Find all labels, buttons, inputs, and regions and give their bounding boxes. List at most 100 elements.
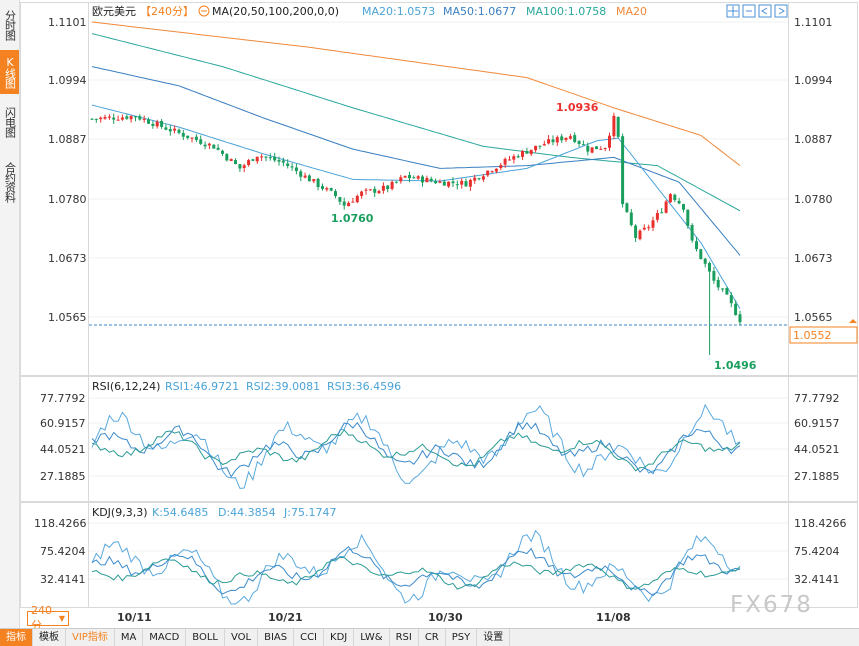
candle-body: [147, 119, 150, 124]
rsi-tick: 27.1885: [794, 470, 840, 483]
candle-body: [447, 181, 451, 187]
tab-kline-chart[interactable]: K线图: [0, 50, 19, 94]
candle-body: [429, 178, 433, 182]
tab-kdj[interactable]: KDJ: [324, 629, 355, 646]
kdj-d-value: D:44.3854: [218, 506, 276, 519]
kdj-lines: [91, 529, 741, 605]
shrink-icon[interactable]: [742, 4, 756, 18]
candle-body: [625, 203, 629, 213]
candle-body: [329, 188, 333, 191]
tab-indicators[interactable]: 指标: [0, 629, 33, 646]
candle-body: [360, 191, 364, 196]
candle-body: [355, 195, 359, 203]
tab-flash-chart[interactable]: 闪电图: [3, 107, 17, 137]
candle-body: [186, 135, 190, 138]
tab-cci[interactable]: CCI: [294, 629, 325, 646]
kdj-d-line: [91, 556, 741, 590]
candle-body: [338, 197, 342, 202]
candle-body: [190, 137, 194, 139]
kdj-axis-right: 118.4266 75.4204 32.4141: [794, 517, 847, 586]
tab-time-chart[interactable]: 分时图: [3, 10, 17, 40]
ma-toggle-icon[interactable]: [198, 5, 210, 17]
prev-icon[interactable]: [758, 4, 772, 18]
tab-ma[interactable]: MA: [115, 629, 144, 646]
ma200-line: [91, 21, 741, 166]
candle-body: [321, 186, 324, 189]
candle-body: [312, 179, 316, 182]
candle-body: [555, 137, 559, 143]
candle-body: [655, 213, 659, 220]
candle-body: [155, 121, 159, 127]
candle-body: [460, 180, 464, 185]
tab-rsi[interactable]: RSI: [390, 629, 419, 646]
tab-vol[interactable]: VOL: [225, 629, 259, 646]
candle-body: [103, 117, 107, 119]
rsi2-line: [91, 421, 741, 478]
candle-body: [682, 204, 685, 210]
candle-body: [721, 288, 725, 290]
price-tick: 1.1101: [48, 16, 87, 29]
x-axis: 10/11 10/21 10/30 11/08: [117, 611, 631, 624]
last-price-arrow-icon: [849, 319, 857, 323]
candle-body: [699, 249, 703, 259]
candle-body: [221, 150, 224, 154]
chart-area: 欧元美元 【240分】 MA(20,50,100,200,0,0) MA20:1…: [20, 2, 858, 624]
price-tick: 1.0994: [48, 74, 87, 87]
candle-body: [660, 212, 664, 214]
candle-body: [151, 123, 155, 126]
period-selector[interactable]: 240分 ▼: [27, 604, 69, 632]
candle-body: [581, 144, 585, 146]
candle-body: [403, 175, 407, 178]
kdj-tick: 118.4266: [794, 517, 847, 530]
candle-body: [573, 135, 577, 143]
tab-vip-indicators[interactable]: VIP指标: [66, 629, 115, 646]
candle-body: [99, 117, 103, 120]
candle-body: [434, 181, 438, 184]
candle-body: [255, 156, 259, 162]
candle-body: [342, 201, 346, 206]
candle-body: [603, 148, 607, 149]
candle-body: [203, 144, 207, 147]
chevron-down-icon: ▼: [58, 614, 65, 623]
next-icon[interactable]: [774, 4, 788, 18]
ma-params: MA(20,50,100,200,0,0): [212, 5, 339, 18]
rsi-tick: 77.7792: [794, 392, 840, 405]
price-tick: 1.0887: [794, 133, 833, 146]
candle-body: [564, 137, 568, 140]
price-tick: 1.0887: [48, 133, 87, 146]
ma50-line: [91, 66, 741, 256]
price-tick: 1.0780: [794, 193, 833, 206]
candle-body: [134, 116, 137, 118]
tab-settings[interactable]: 设置: [477, 629, 511, 646]
candle-body: [512, 156, 516, 160]
price-tick: 1.0780: [48, 193, 87, 206]
candle-body: [738, 314, 742, 323]
candle-body: [316, 178, 320, 187]
candle-body: [142, 118, 146, 120]
watermark-logo: FX678: [730, 592, 813, 618]
tab-boll[interactable]: BOLL: [186, 629, 225, 646]
tab-lw[interactable]: LW&: [354, 629, 390, 646]
candle-body: [712, 271, 716, 281]
candle-body: [547, 139, 551, 144]
candle-body: [242, 165, 246, 168]
candle-body: [677, 200, 681, 204]
tab-macd[interactable]: MACD: [143, 629, 187, 646]
tab-cr[interactable]: CR: [419, 629, 446, 646]
tab-templates[interactable]: 模板: [33, 629, 66, 646]
candle-body: [247, 160, 251, 165]
tab-bias[interactable]: BIAS: [258, 629, 295, 646]
crosshair-icon[interactable]: [726, 4, 740, 18]
tab-psy[interactable]: PSY: [446, 629, 478, 646]
kdj-k-value: K:54.6485: [152, 506, 208, 519]
tab-contract-info[interactable]: 合约资料: [3, 162, 17, 202]
candle-body: [642, 227, 646, 230]
candle-body: [729, 295, 733, 304]
candle-body: [551, 139, 555, 143]
candle-body: [695, 241, 698, 250]
candle-body: [334, 191, 337, 196]
candle-body: [529, 149, 533, 155]
candle-body: [399, 177, 403, 182]
kdj-title: KDJ(9,3,3): [92, 506, 148, 519]
candle-body: [412, 177, 416, 179]
